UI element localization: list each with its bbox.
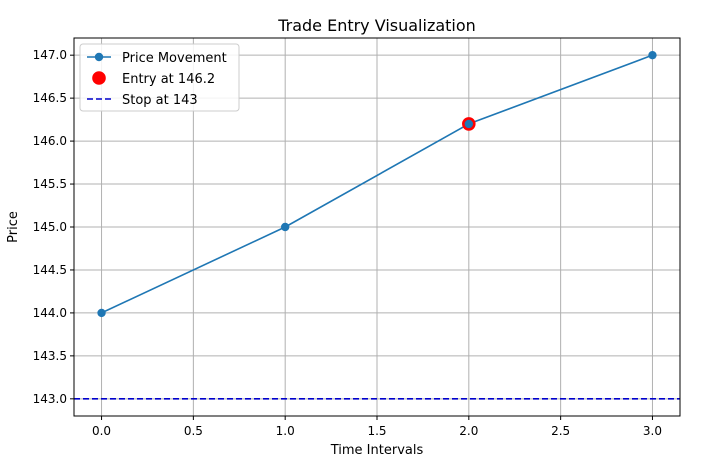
legend-label: Price Movement bbox=[122, 51, 227, 66]
series-layer bbox=[74, 50, 680, 400]
y-tick-label: 143.0 bbox=[33, 392, 67, 406]
x-tick-label: 3.0 bbox=[643, 424, 662, 438]
legend-swatch-marker bbox=[94, 52, 104, 62]
legend-label: Entry at 146.2 bbox=[122, 72, 215, 87]
x-tick-label: 0.5 bbox=[184, 424, 203, 438]
legend-swatch-scatter bbox=[92, 71, 106, 85]
y-tick-label: 144.5 bbox=[33, 263, 67, 277]
y-tick-label: 145.5 bbox=[33, 177, 67, 191]
x-tick-label: 1.5 bbox=[367, 424, 386, 438]
x-tick-label: 0.0 bbox=[92, 424, 111, 438]
legend: Price Movement Entry at 146.2 Stop at 143 bbox=[79, 43, 240, 112]
y-axis-ticks: 143.0 143.5 144.0 144.5 145.0 145.5 146.0 146.5… bbox=[33, 48, 74, 406]
chart-title: Trade Entry Visualization bbox=[277, 16, 476, 35]
legend-box bbox=[79, 43, 240, 112]
y-tick-label: 144.0 bbox=[33, 306, 67, 320]
y-tick-label: 146.5 bbox=[33, 91, 67, 105]
x-axis-label: Time Intervals bbox=[330, 443, 424, 458]
x-tick-label: 2.0 bbox=[459, 424, 478, 438]
x-axis-ticks: 0.0 0.5 1.0 1.5 2.0 2.5 3.0 bbox=[92, 416, 662, 438]
y-tick-label: 145.0 bbox=[33, 220, 67, 234]
y-axis-label: Price bbox=[6, 211, 21, 243]
legend-label: Stop at 143 bbox=[122, 93, 198, 108]
x-tick-label: 1.0 bbox=[276, 424, 295, 438]
y-tick-label: 143.5 bbox=[33, 349, 67, 363]
price-point bbox=[280, 222, 290, 232]
x-tick-label: 2.5 bbox=[551, 424, 570, 438]
price-point-overlay bbox=[464, 119, 474, 129]
price-line bbox=[101, 54, 653, 314]
y-tick-label: 147.0 bbox=[33, 48, 67, 62]
price-point bbox=[648, 50, 657, 60]
y-tick-label: 146.0 bbox=[33, 134, 67, 148]
price-point bbox=[97, 308, 106, 318]
